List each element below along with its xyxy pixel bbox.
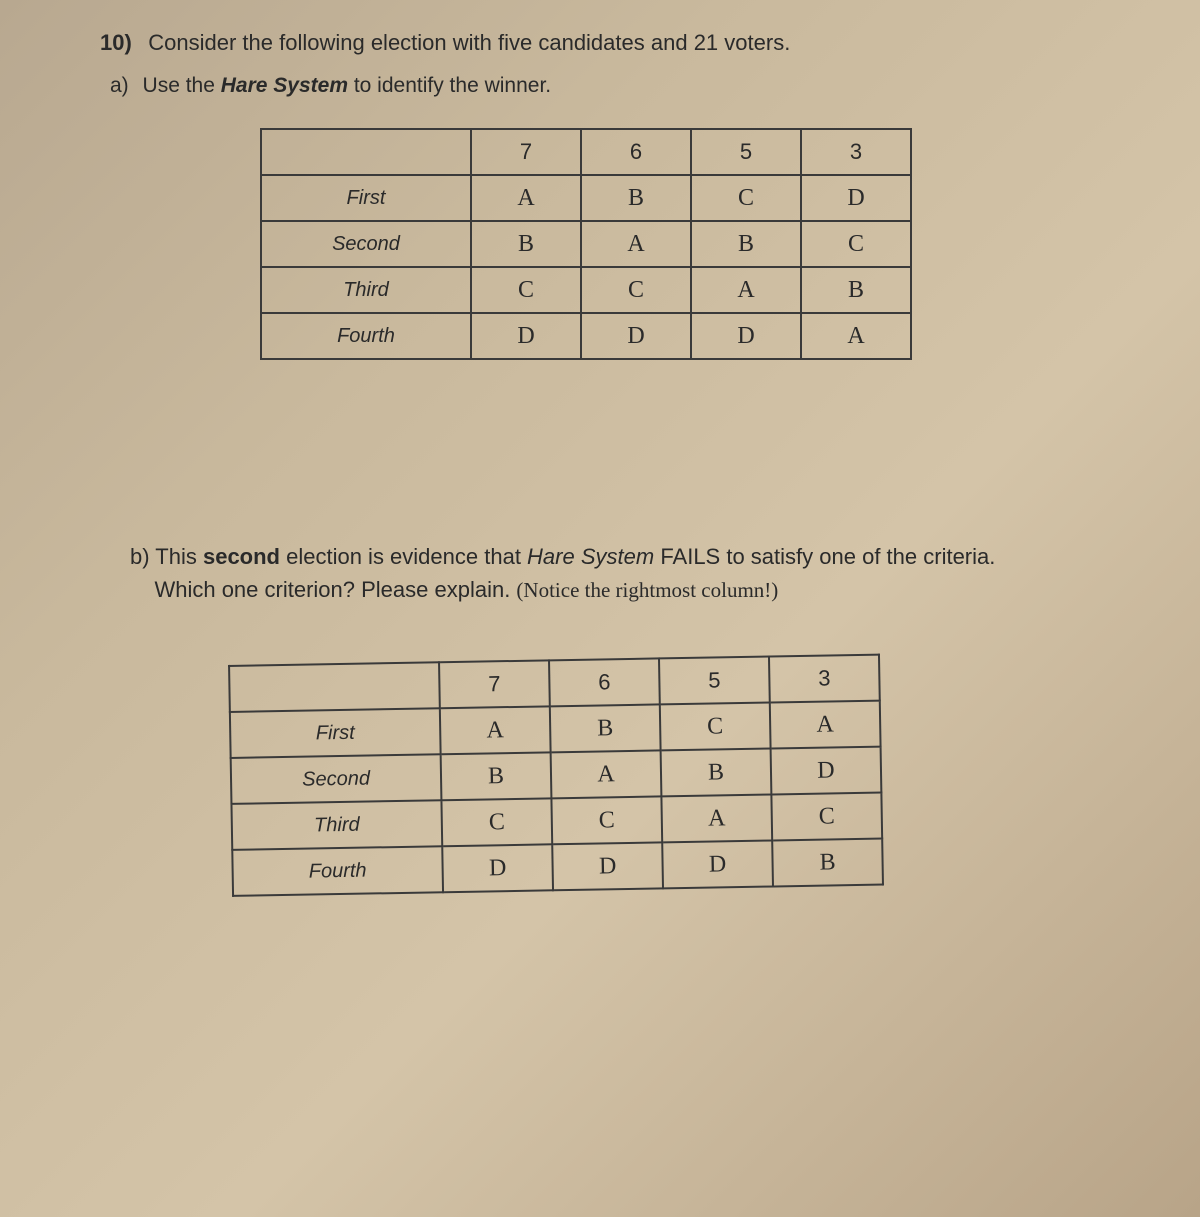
row-label: Third [261,267,471,313]
row-label: Third [231,800,442,850]
cell: A [770,700,881,748]
cell: D [471,313,581,359]
row-label: Fourth [232,846,443,896]
row-label: First [230,708,441,758]
row-label: Second [261,221,471,267]
cell: C [581,267,691,313]
cell: C [660,702,771,750]
cell: C [771,792,882,840]
cell: B [801,267,911,313]
part-b-label: b) [130,544,150,569]
table-row: Fourth D D D A [261,313,911,359]
table-row: Third C C A B [261,267,911,313]
cell: A [801,313,911,359]
part-b-prompt: b) This second election is evidence that… [130,540,1140,607]
cell: C [691,175,801,221]
question-header: 10) Consider the following election with… [100,30,1140,56]
cell: A [440,706,551,754]
second-bold: second [203,544,280,569]
cell: B [691,221,801,267]
table-row: 7 6 5 3 [261,129,911,175]
system-name: Hare System [221,74,348,97]
cell: B [550,704,661,752]
handwritten-note: (Notice the rightmost column!) [516,578,778,602]
part-a-prompt: a) Use the Hare System to identify the w… [110,74,1140,98]
col-header: 6 [581,129,691,175]
part-a-label: a) [110,74,129,97]
cell: D [581,313,691,359]
cell: A [691,267,801,313]
question-intro: Consider the following election with fiv… [148,30,790,55]
cell: A [581,221,691,267]
cell: D [662,840,773,888]
cell: B [661,748,772,796]
cell: B [471,221,581,267]
question-number: 10) [100,30,132,56]
blank-corner [261,129,471,175]
cell: A [471,175,581,221]
preference-table-2: 7 6 5 3 First A B C A Second B A B D Thi… [228,653,884,896]
cell: D [691,313,801,359]
col-header: 5 [691,129,801,175]
cell: C [471,267,581,313]
cell: C [441,798,552,846]
row-label: Second [231,754,442,804]
table-row: First A B C D [261,175,911,221]
col-header: 5 [659,656,770,704]
col-header: 7 [439,660,550,708]
cell: D [801,175,911,221]
cell: B [581,175,691,221]
row-label: Fourth [261,313,471,359]
cell: D [552,842,663,890]
col-header: 3 [769,654,880,702]
col-header: 3 [801,129,911,175]
cell: D [771,746,882,794]
cell: C [801,221,911,267]
table-row: Second B A B C [261,221,911,267]
election-table-2: 7 6 5 3 First A B C A Second B A B D Thi… [228,649,1142,897]
col-header: 6 [549,658,660,706]
col-header: 7 [471,129,581,175]
cell: C [551,796,662,844]
cell: B [772,838,883,886]
cell: A [551,750,662,798]
row-label: First [261,175,471,221]
cell: D [442,844,553,892]
election-table-1: 7 6 5 3 First A B C D Second B A B C Thi… [260,128,1140,360]
cell: A [661,794,772,842]
preference-table-1: 7 6 5 3 First A B C D Second B A B C Thi… [260,128,912,360]
blank-corner [229,662,440,712]
cell: B [441,752,552,800]
worksheet-page: 10) Consider the following election with… [100,30,1140,889]
hare-italic: Hare System [527,544,654,569]
